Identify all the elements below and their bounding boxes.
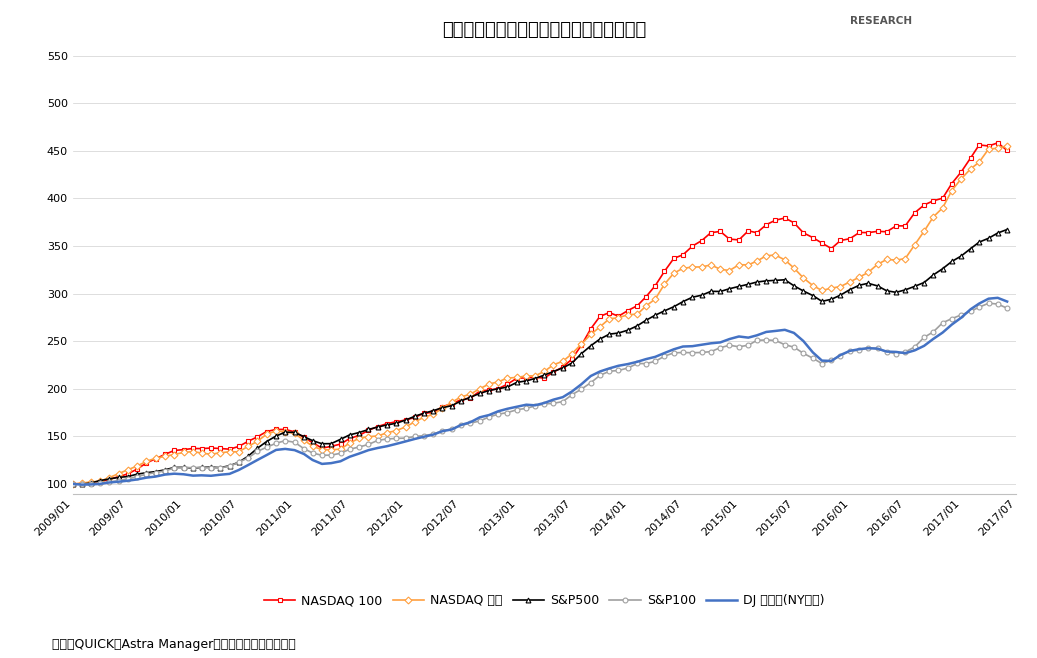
Line: NASDAQ 総合: NASDAQ 総合: [71, 143, 1010, 486]
Line: DJ 工業株(NYダウ): DJ 工業株(NYダウ): [73, 298, 1007, 485]
Text: 出所：QUICK「Astra Manager」のデータを用いて作成: 出所：QUICK「Astra Manager」のデータを用いて作成: [52, 638, 296, 651]
Line: S&P500: S&P500: [71, 227, 1010, 486]
Legend: NASDAQ 100, NASDAQ 総合, S&P500, S&P100, DJ 工業株(NYダウ): NASDAQ 100, NASDAQ 総合, S&P500, S&P100, D…: [259, 589, 830, 612]
Line: NASDAQ 100: NASDAQ 100: [71, 140, 1010, 486]
Line: S&P100: S&P100: [71, 301, 1010, 487]
Title: アメリカ株式市場でのインデックスの対比: アメリカ株式市場でのインデックスの対比: [443, 21, 646, 39]
Text: RESEARCH: RESEARCH: [850, 16, 913, 26]
